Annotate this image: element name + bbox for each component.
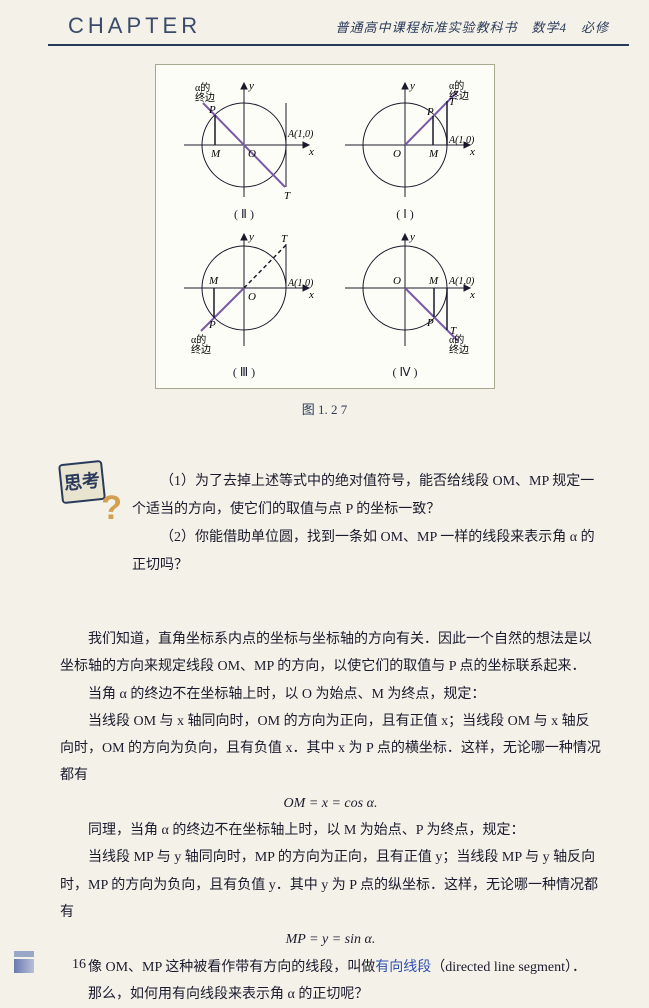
subcaption-1: ( Ⅰ ) (328, 207, 483, 222)
subcaption-2: ( Ⅱ ) (167, 207, 322, 222)
subcaption-3: ( Ⅲ ) (167, 365, 322, 380)
chapter-label: CHAPTER (68, 13, 201, 39)
svg-text:P: P (208, 104, 216, 116)
think-q1: （1）为了去掉上述等式中的绝对值符号，能否给线段 OM、MP 规定一个适当的方向… (132, 468, 601, 524)
para-1: 我们知道，直角坐标系内点的坐标与坐标轴的方向有关．因此一个自然的想法是以坐标轴的… (60, 626, 601, 681)
svg-text:M: M (210, 148, 221, 160)
subfigure-4: α的终边 P M O A(1,0) T x y ( Ⅳ ) (328, 228, 483, 380)
svg-text:终边: 终边 (449, 343, 469, 356)
para-5: 当线段 MP 与 y 轴同向时，MP 的方向为正向，且有正值 y；当线段 MP … (60, 844, 601, 926)
svg-text:x: x (469, 289, 475, 301)
svg-text:终边: 终边 (195, 91, 215, 104)
body-text: 我们知道，直角坐标系内点的坐标与坐标轴的方向有关．因此一个自然的想法是以坐标轴的… (60, 626, 601, 1008)
subcaption-4: ( Ⅳ ) (328, 365, 483, 380)
formula-1: OM = x = cos α. (60, 790, 601, 817)
svg-text:y: y (248, 231, 254, 243)
svg-text:P: P (208, 319, 216, 331)
svg-text:x: x (469, 146, 475, 158)
para-2: 当角 α 的终边不在坐标轴上时，以 O 为始点、M 为终点，规定： (60, 681, 601, 708)
subfigure-2: α的终边 P M O A(1,0) x y T ( Ⅱ ) (167, 75, 322, 222)
p6c: （directed line segment）． (431, 960, 586, 975)
para-6: 像 OM、MP 这种被看作带有方向的线段，叫做有向线段（directed lin… (60, 954, 601, 981)
svg-text:y: y (409, 80, 415, 92)
think-badge: 思考 ? (60, 462, 118, 526)
svg-text:O: O (393, 148, 401, 160)
formula-2: MP = y = sin α. (60, 926, 601, 953)
para-7: 那么，如何用有向线段来表示角 α 的正切呢？ (60, 981, 601, 1008)
side-tab-icon-2 (14, 959, 34, 973)
svg-text:x: x (308, 146, 314, 158)
svg-text:A(1,0): A(1,0) (287, 278, 314, 289)
figure-caption: 图 1. 2 7 (0, 399, 649, 418)
svg-text:M: M (428, 148, 439, 160)
svg-text:A(1,0): A(1,0) (448, 276, 475, 287)
para-4: 同理，当角 α 的终边不在坐标轴上时，以 M 为始点、P 为终点，规定： (60, 817, 601, 844)
svg-text:T: T (284, 190, 291, 202)
svg-text:A(1,0): A(1,0) (448, 135, 475, 146)
side-tab-icon (14, 951, 34, 957)
p6a: 像 OM、MP 这种被看作带有方向的线段，叫做 (88, 960, 375, 975)
think-block: 思考 ? （1）为了去掉上述等式中的绝对值符号，能否给线段 OM、MP 规定一个… (60, 468, 601, 580)
subfigure-3: α的终边 P M O A(1,0) T x y ( Ⅲ ) (167, 228, 322, 380)
svg-text:T: T (450, 325, 457, 337)
svg-text:终边: 终边 (191, 343, 211, 356)
svg-text:O: O (248, 148, 256, 160)
think-badge-text: 思考 (63, 471, 101, 493)
svg-text:T: T (449, 96, 456, 108)
svg-text:M: M (428, 275, 439, 287)
svg-text:O: O (248, 291, 256, 303)
svg-text:P: P (426, 317, 434, 329)
book-title: 普通高中课程标准实验教科书 数学4 必修 (335, 17, 609, 36)
figure-panel: α的终边 P M O A(1,0) x y T ( Ⅱ ) (155, 64, 495, 389)
page-header: CHAPTER 普通高中课程标准实验教科书 数学4 必修 (48, 8, 629, 46)
page-number: 16 (72, 957, 86, 973)
svg-text:y: y (248, 80, 254, 92)
svg-text:A(1,0): A(1,0) (287, 129, 314, 140)
question-mark-icon: ? (101, 489, 122, 528)
svg-text:T: T (281, 233, 288, 245)
para-3: 当线段 OM 与 x 轴同向时，OM 的方向为正向，且有正值 x；当线段 OM … (60, 708, 601, 790)
term-directed-segment: 有向线段 (375, 960, 431, 975)
subfigure-1: α的终边 P T O M A(1,0) x y ( Ⅰ ) (328, 75, 483, 222)
svg-text:y: y (409, 231, 415, 243)
svg-text:x: x (308, 289, 314, 301)
svg-text:O: O (393, 275, 401, 287)
think-q2: （2）你能借助单位圆，找到一条如 OM、MP 一样的线段来表示角 α 的正切吗？ (132, 524, 601, 580)
svg-text:P: P (426, 106, 434, 118)
svg-text:M: M (208, 275, 219, 287)
